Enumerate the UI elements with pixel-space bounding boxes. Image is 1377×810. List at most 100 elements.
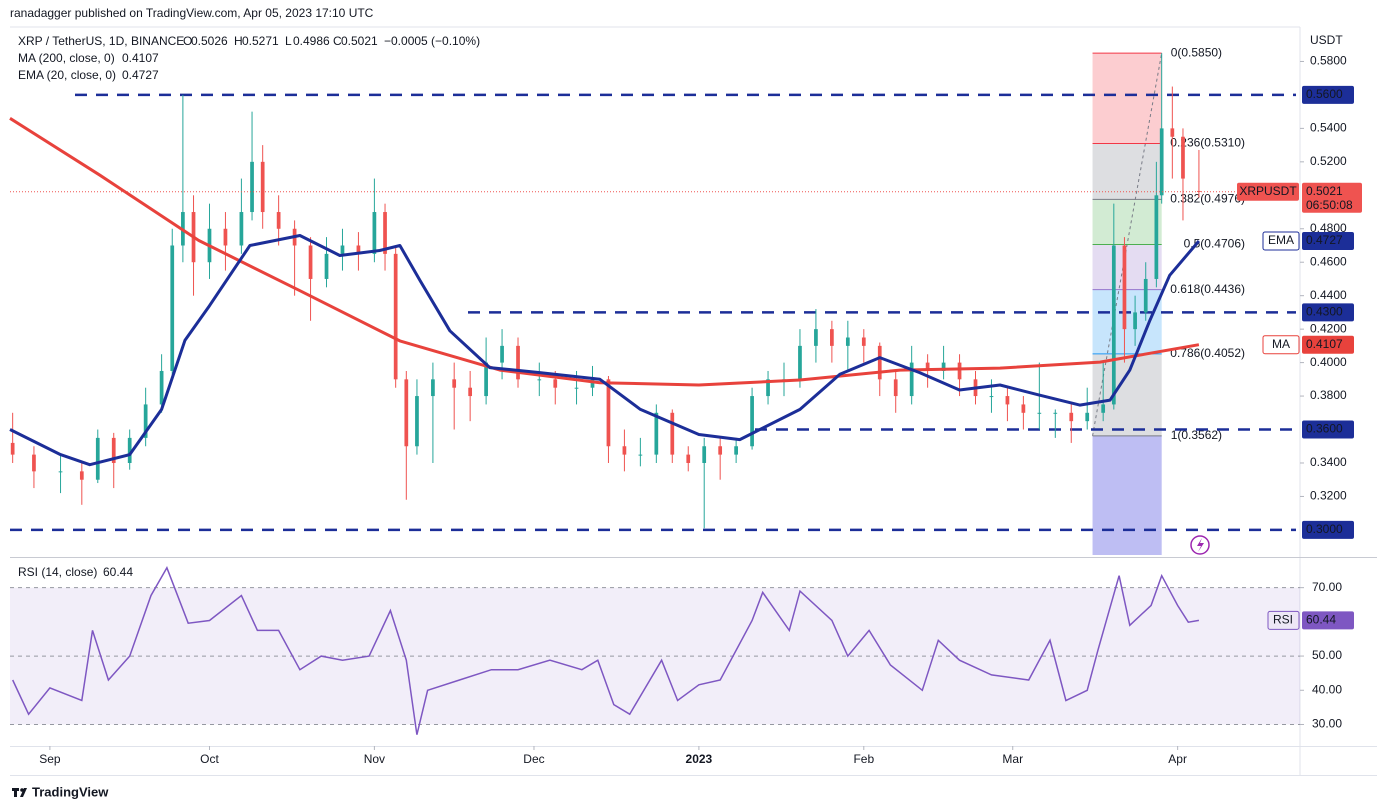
y-tick-label: 0.3400 (1310, 455, 1347, 469)
indicator-name-label: EMA (1268, 233, 1294, 247)
candle-body (957, 362, 962, 380)
candle-body (223, 228, 228, 246)
rsi-legend: RSI (14, close) (18, 565, 97, 579)
candle-body (718, 446, 723, 455)
rsi-name-label: RSI (1273, 613, 1293, 627)
ohlc-value: 0.5026 (191, 34, 228, 48)
candle-body (1069, 412, 1074, 422)
y-tick-label: 0.5800 (1310, 54, 1347, 68)
candle-body (58, 471, 63, 473)
candle-body (159, 370, 164, 405)
candle-body (814, 329, 818, 346)
candle-body (111, 437, 116, 463)
candle-body (750, 396, 754, 447)
indicator-axis-box (1302, 335, 1354, 354)
y-tick-label: 0.4400 (1310, 288, 1347, 302)
indicator-axis-label: 0.4727 (1306, 233, 1343, 247)
candle-body (1053, 412, 1058, 414)
y-tick-label: 0.4000 (1310, 355, 1347, 369)
candle-body (95, 437, 100, 480)
axis-title: USDT (1310, 33, 1343, 47)
ohlc-value: 0.5271 (242, 34, 279, 48)
symbol-legend: XRP / TetherUS, 1D, BINANCE (18, 34, 184, 48)
y-tick-label: 0.4600 (1310, 254, 1347, 268)
level-axis-label: 0.3000 (1306, 522, 1343, 536)
rsi-legend-value: 60.44 (103, 565, 133, 579)
candle-body (516, 345, 520, 380)
candle-body (431, 379, 435, 397)
candle-body (1159, 128, 1164, 196)
candle-body (1037, 412, 1042, 414)
y-tick-label: 0.3200 (1310, 489, 1347, 503)
x-tick-label: Nov (364, 752, 385, 766)
x-tick-label: 2023 (686, 752, 713, 766)
rsi-axis-label: 60.44 (1306, 613, 1336, 627)
level-axis-label: 0.5600 (1306, 87, 1343, 101)
indicator-name-box (1262, 231, 1300, 251)
rsi-name-box (1267, 610, 1300, 630)
ohlc-value: 0.5021 (341, 34, 378, 48)
level-axis-label: 0.3600 (1306, 422, 1343, 436)
candle-body (143, 404, 148, 438)
candle-body (468, 387, 473, 397)
level-axis-box (1302, 303, 1354, 322)
candle-body (622, 446, 627, 455)
candle-body (404, 379, 409, 447)
ticker-label: XRPUSDT (1239, 184, 1297, 198)
candle-body (276, 212, 281, 229)
candle-body (415, 396, 419, 447)
ohlc-letter: O (183, 34, 192, 48)
fib-extension (1092, 435, 1162, 555)
alert-icon (1190, 535, 1210, 555)
candle-body (638, 454, 643, 456)
y-tick-label: 0.5200 (1310, 154, 1347, 168)
candle-body (1170, 128, 1175, 137)
candle-body (1021, 404, 1026, 413)
ohlc-letter: H (234, 34, 243, 48)
fib-label: 0.618(0.4436) (1170, 282, 1245, 296)
candle-body (537, 379, 542, 381)
y-tick-label: 0.5400 (1310, 121, 1347, 135)
fib-label: 1(0.3562) (1171, 428, 1222, 442)
fib-zone (1092, 289, 1162, 354)
candle-body (127, 437, 132, 463)
candle-body (893, 379, 898, 397)
candle-body (1085, 412, 1090, 422)
indicator-line (9, 234, 1201, 467)
rsi-tick-label: 30.00 (1312, 717, 1342, 731)
candle-body (734, 446, 738, 455)
price-axis-label: 0.5021 (1306, 184, 1343, 198)
candle-body (340, 245, 345, 254)
fib-zone (1092, 244, 1162, 290)
candle-body (590, 379, 595, 388)
footer-logo (12, 788, 27, 797)
rsi-tick-label: 50.00 (1312, 648, 1342, 662)
indicator-name-box (1262, 335, 1300, 355)
indicator-legend: MA (200, close, 0) (18, 51, 115, 65)
fib-label: 0.236(0.5310) (1170, 136, 1245, 150)
candle-body (393, 253, 398, 380)
y-tick-label: 0.4800 (1310, 221, 1347, 235)
candle-body (79, 471, 84, 480)
x-tick-label: Feb (853, 752, 874, 766)
countdown-label: 06:50:08 (1306, 198, 1353, 212)
candle-body (1122, 245, 1127, 330)
x-tick-label: Oct (200, 752, 219, 766)
ohlc-letter: L (285, 34, 292, 48)
candle-body (1111, 245, 1116, 405)
indicator-axis-label: 0.4107 (1306, 337, 1343, 351)
level-axis-box (1302, 520, 1354, 539)
fib-zone (1092, 199, 1162, 245)
indicator-axis-box (1302, 231, 1354, 250)
candle-body (845, 337, 850, 346)
candle-body (941, 362, 946, 371)
x-tick-label: Mar (1002, 752, 1023, 766)
candle-body (1005, 396, 1010, 405)
fib-zone (1092, 143, 1162, 200)
level-axis-box (1302, 420, 1354, 439)
candle-body (356, 245, 361, 254)
indicator-legend-value: 0.4727 (122, 68, 159, 82)
x-tick-label: Sep (39, 752, 61, 766)
candle-body (925, 362, 930, 371)
